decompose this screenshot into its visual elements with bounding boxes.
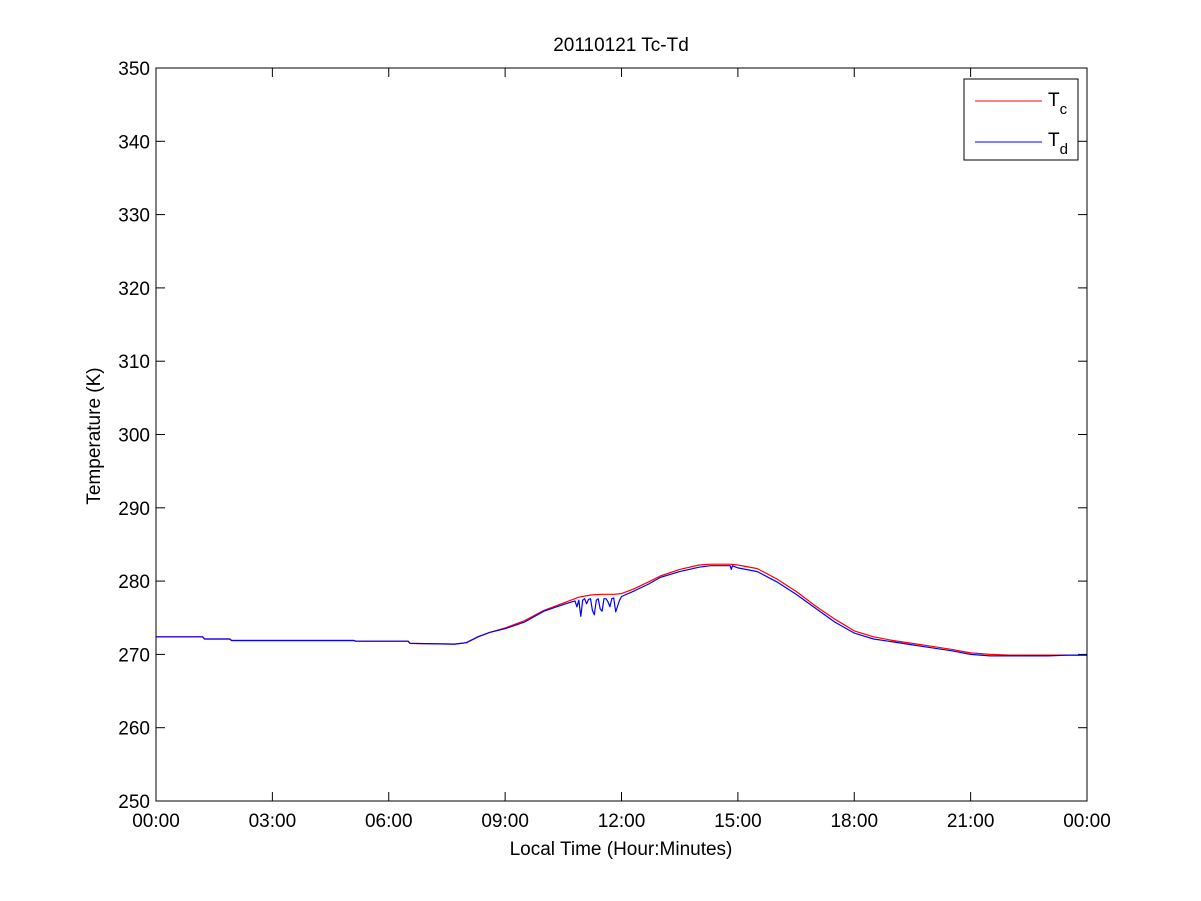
x-tick-label: 15:00 (714, 811, 762, 832)
plot-series (156, 563, 1087, 657)
x-tick-label: 18:00 (830, 811, 878, 832)
y-tick-label: 260 (118, 719, 150, 740)
y-tick-label: 320 (118, 279, 150, 300)
y-tick-label: 350 (118, 59, 150, 80)
x-tick-label: 21:00 (947, 811, 995, 832)
y-tick-label: 280 (118, 572, 150, 593)
legend-label-tc: Tc (1048, 90, 1068, 118)
y-tick-label: 330 (118, 206, 150, 227)
x-tick-label: 03:00 (249, 811, 297, 832)
y-axis-ticks: 250 260 270 280 290 300 310 320 330 340 350 (118, 59, 1087, 813)
x-tick-label: 00:00 (1063, 811, 1111, 832)
x-tick-label: 12:00 (598, 811, 646, 832)
chart-title: 20110121 Tc-Td (553, 35, 689, 56)
series-line-td (156, 565, 1087, 657)
legend-box (963, 78, 1079, 161)
y-tick-label: 300 (118, 426, 150, 447)
x-tick-label: 09:00 (481, 811, 529, 832)
legend: Tc Td (963, 78, 1079, 161)
y-tick-label: 310 (118, 352, 150, 373)
y-tick-label: 270 (118, 645, 150, 666)
y-axis-label: Temperature (K) (84, 367, 105, 504)
x-tick-label: 00:00 (132, 811, 180, 832)
y-tick-label: 290 (118, 499, 150, 520)
x-tick-label: 06:00 (365, 811, 413, 832)
y-tick-label: 340 (118, 132, 150, 153)
y-tick-label: 250 (118, 792, 150, 813)
legend-label-td: Td (1048, 130, 1068, 158)
x-axis-ticks: 00:00 03:00 06:00 09:00 12:00 15:00 18:00 21:00… (132, 68, 1111, 832)
x-axis-label: Local Time (Hour:Minutes) (510, 839, 733, 860)
plot-area-frame (155, 67, 1088, 802)
